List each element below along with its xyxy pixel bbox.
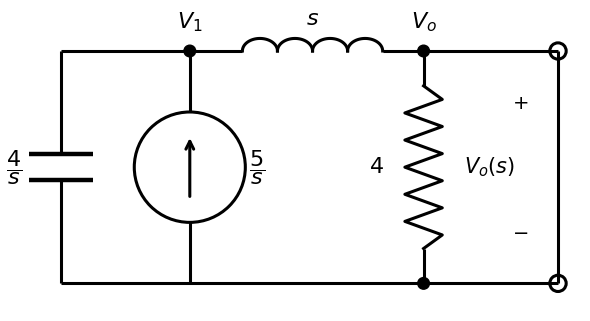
Text: $V_o(s)$: $V_o(s)$	[464, 155, 516, 179]
Circle shape	[550, 275, 566, 291]
Text: $V_1$: $V_1$	[177, 10, 202, 34]
Text: $\dfrac{5}{s}$: $\dfrac{5}{s}$	[249, 148, 265, 187]
Text: $\dfrac{4}{s}$: $\dfrac{4}{s}$	[6, 148, 22, 187]
Text: $4$: $4$	[369, 157, 384, 177]
Circle shape	[184, 45, 196, 57]
Circle shape	[418, 278, 430, 289]
Circle shape	[550, 43, 566, 59]
Text: $+$: $+$	[512, 94, 528, 113]
Text: $s$: $s$	[306, 9, 319, 29]
Circle shape	[418, 45, 430, 57]
Text: $-$: $-$	[512, 221, 528, 240]
Text: $V_o$: $V_o$	[411, 10, 437, 34]
